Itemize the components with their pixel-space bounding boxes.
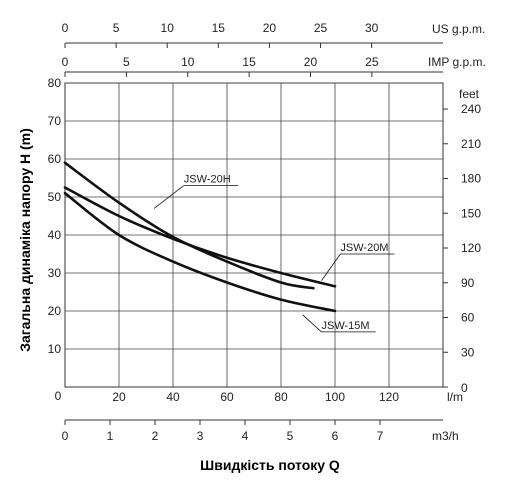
us-gpm-tick-label: 5 bbox=[113, 21, 120, 35]
x-tick-label: 80 bbox=[274, 390, 288, 404]
series-label-jsw-15m: JSW-15M bbox=[322, 320, 370, 332]
y-tick-label: 20 bbox=[48, 304, 62, 318]
series-line-jsw-20m bbox=[63, 186, 337, 288]
feet-tick-label: 240 bbox=[461, 102, 481, 116]
imp-gpm-tick-label: 10 bbox=[181, 55, 195, 69]
us-gpm-tick-label: 20 bbox=[263, 21, 277, 35]
x-axis-title: Швидкість потоку Q bbox=[200, 457, 340, 473]
feet-tick-label: 180 bbox=[461, 172, 481, 186]
m3h-tick-label: 5 bbox=[287, 429, 294, 443]
imp-gpm-tick-label: 0 bbox=[62, 55, 69, 69]
series-leader-line bbox=[153, 185, 185, 209]
m3h-tick-label: 2 bbox=[152, 429, 159, 443]
feet-tick-label: 150 bbox=[461, 206, 481, 220]
feet-unit-label: feet bbox=[459, 87, 480, 101]
y-tick-label-zero: 0 bbox=[55, 389, 62, 403]
feet-tick-label: 90 bbox=[461, 276, 475, 290]
y-tick-label: 60 bbox=[48, 152, 62, 166]
series-line-jsw-15m bbox=[63, 191, 337, 313]
us-gpm-tick-label: 25 bbox=[314, 21, 328, 35]
m3h-tick-label: 7 bbox=[377, 429, 384, 443]
m3h-tick-label: 4 bbox=[242, 429, 249, 443]
us-gpm-tick-label: 10 bbox=[161, 21, 175, 35]
y-tick-label: 10 bbox=[48, 342, 62, 356]
x-tick-label: 40 bbox=[166, 390, 180, 404]
series-label-jsw-20m: JSW-20M bbox=[340, 242, 388, 254]
y-tick-label: 70 bbox=[48, 114, 62, 128]
x-tick-label: 120 bbox=[379, 390, 399, 404]
grid bbox=[64, 82, 444, 388]
x-tick-label: 20 bbox=[112, 390, 126, 404]
feet-tick-label: 0 bbox=[461, 381, 468, 395]
m3h-tick-label: 6 bbox=[332, 429, 339, 443]
us-gpm-tick-label: 0 bbox=[62, 21, 69, 35]
imp-gpm-tick-label: 15 bbox=[242, 55, 256, 69]
us-gpm-tick-label: 30 bbox=[365, 21, 379, 35]
y-tick-label: 50 bbox=[48, 190, 62, 204]
imp-gpm-tick-label: 5 bbox=[123, 55, 130, 69]
imp-gpm-unit-label: IMP g.p.m. bbox=[428, 55, 486, 69]
x-unit-label: l/m bbox=[447, 390, 463, 404]
m3h-tick-label: 3 bbox=[197, 429, 204, 443]
y-tick-label: 80 bbox=[48, 76, 62, 90]
feet-tick-label: 30 bbox=[461, 345, 475, 359]
feet-tick-label: 120 bbox=[461, 241, 481, 255]
series-labels: JSW-20H JSW-20M JSW-15M bbox=[153, 174, 395, 333]
feet-tick-label: 60 bbox=[461, 311, 475, 325]
y-axis-title: Загальна динаміка напору H (m) bbox=[17, 128, 33, 352]
feet-tick-label: 210 bbox=[461, 137, 481, 151]
series-leader-line bbox=[302, 314, 322, 333]
x-tick-label: 100 bbox=[325, 390, 345, 404]
m3h-tick-label: 0 bbox=[62, 429, 69, 443]
series-label-jsw-20h: JSW-20H bbox=[184, 174, 231, 186]
series-leader-line bbox=[321, 253, 341, 281]
us-gpm-tick-label: 15 bbox=[212, 21, 226, 35]
m3h-tick-label: 1 bbox=[107, 429, 114, 443]
x-tick-label: 60 bbox=[220, 390, 234, 404]
m3h-unit-label: m3/h bbox=[432, 429, 459, 443]
y-tick-label: 30 bbox=[48, 266, 62, 280]
us-gpm-unit-label: US g.p.m. bbox=[432, 22, 485, 36]
series-curves bbox=[63, 161, 337, 313]
imp-gpm-tick-label: 25 bbox=[365, 55, 379, 69]
imp-gpm-tick-label: 20 bbox=[304, 55, 318, 69]
y-tick-label: 40 bbox=[48, 228, 62, 242]
